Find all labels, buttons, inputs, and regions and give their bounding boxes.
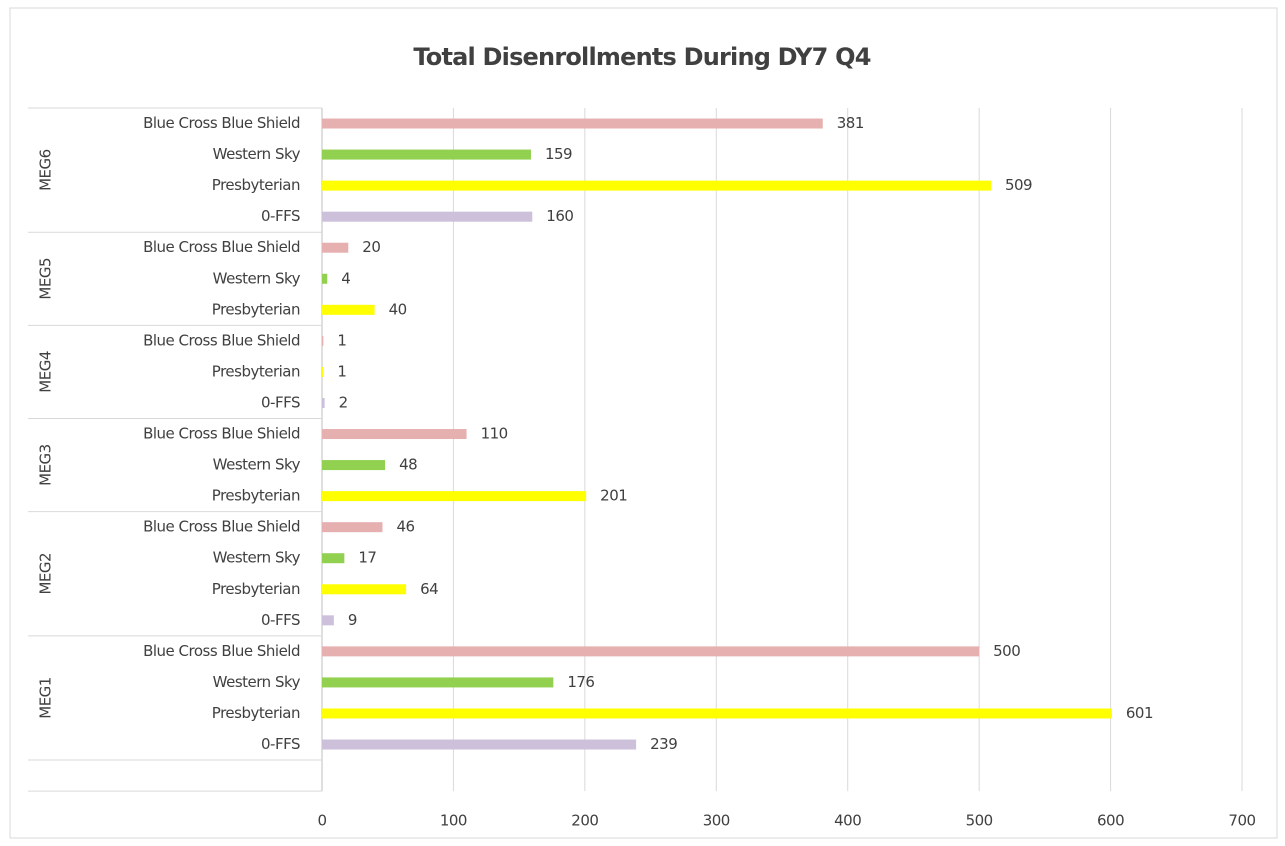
value-label: 2 bbox=[339, 393, 348, 411]
bar bbox=[322, 739, 637, 750]
group-label: MEG6 bbox=[37, 149, 55, 191]
category-label: Presbyterian bbox=[212, 580, 300, 598]
category-label: Blue Cross Blue Shield bbox=[143, 114, 300, 132]
value-label: 176 bbox=[567, 673, 594, 691]
category-label: 0-FFS bbox=[261, 207, 300, 225]
category-label: 0-FFS bbox=[261, 393, 300, 411]
category-label: Blue Cross Blue Shield bbox=[143, 518, 300, 536]
bar bbox=[322, 335, 324, 346]
category-label: Blue Cross Blue Shield bbox=[143, 331, 300, 349]
x-tick-label: 500 bbox=[966, 812, 993, 830]
value-label: 601 bbox=[1126, 704, 1153, 722]
bar bbox=[322, 584, 407, 595]
bar bbox=[322, 149, 531, 160]
group-label: MEG4 bbox=[37, 351, 55, 393]
bar bbox=[322, 615, 334, 626]
category-label: Presbyterian bbox=[212, 704, 300, 722]
x-tick-label: 0 bbox=[317, 812, 326, 830]
category-label: Blue Cross Blue Shield bbox=[143, 425, 300, 443]
bar bbox=[322, 118, 823, 129]
value-label: 40 bbox=[389, 300, 407, 318]
value-label: 509 bbox=[1005, 176, 1032, 194]
category-label: Blue Cross Blue Shield bbox=[143, 642, 300, 660]
value-label: 201 bbox=[600, 487, 627, 505]
value-label: 1 bbox=[337, 362, 346, 380]
chart-border bbox=[9, 7, 1278, 839]
bar bbox=[322, 491, 587, 502]
x-tick-label: 300 bbox=[703, 812, 730, 830]
chart-title: Total Disenrollments During DY7 Q4 bbox=[413, 43, 870, 71]
value-label: 381 bbox=[837, 114, 864, 132]
bar bbox=[322, 677, 554, 688]
category-label: Presbyterian bbox=[212, 176, 300, 194]
category-label: Western Sky bbox=[213, 269, 301, 287]
bar bbox=[322, 708, 1112, 719]
value-label: 46 bbox=[396, 518, 414, 536]
group-label: MEG5 bbox=[37, 258, 55, 300]
category-label: Presbyterian bbox=[212, 487, 300, 505]
value-label: 1 bbox=[337, 331, 346, 349]
bar bbox=[322, 273, 328, 284]
value-label: 17 bbox=[358, 549, 376, 567]
bar bbox=[322, 180, 991, 191]
value-label: 160 bbox=[546, 207, 573, 225]
x-tick-label: 400 bbox=[834, 812, 861, 830]
value-label: 500 bbox=[993, 642, 1020, 660]
value-label: 64 bbox=[420, 580, 438, 598]
category-label: Western Sky bbox=[213, 673, 301, 691]
x-tick-label: 200 bbox=[571, 812, 598, 830]
value-label: 4 bbox=[341, 269, 350, 287]
bar bbox=[322, 397, 325, 408]
x-tick-label: 700 bbox=[1228, 812, 1255, 830]
value-label: 9 bbox=[348, 611, 357, 629]
category-label: Blue Cross Blue Shield bbox=[143, 238, 300, 256]
bar bbox=[322, 646, 980, 657]
value-label: 20 bbox=[362, 238, 380, 256]
group-label: MEG1 bbox=[37, 677, 55, 719]
category-label: Presbyterian bbox=[212, 300, 300, 318]
category-label: Presbyterian bbox=[212, 362, 300, 380]
category-label: 0-FFS bbox=[261, 611, 300, 629]
category-label: Western Sky bbox=[213, 145, 301, 163]
bar bbox=[322, 242, 349, 253]
value-label: 159 bbox=[545, 145, 572, 163]
group-label: MEG2 bbox=[37, 553, 55, 595]
value-label: 239 bbox=[650, 735, 677, 753]
bar bbox=[322, 460, 386, 471]
bar bbox=[322, 429, 467, 440]
bar bbox=[322, 366, 324, 377]
category-label: Western Sky bbox=[213, 549, 301, 567]
bar bbox=[322, 522, 383, 533]
category-label: Western Sky bbox=[213, 456, 301, 474]
bar bbox=[322, 211, 533, 222]
value-label: 110 bbox=[481, 425, 508, 443]
bar bbox=[322, 553, 345, 564]
category-label: 0-FFS bbox=[261, 735, 300, 753]
x-tick-label: 100 bbox=[440, 812, 467, 830]
x-tick-label: 600 bbox=[1097, 812, 1124, 830]
value-label: 48 bbox=[399, 456, 417, 474]
group-label: MEG3 bbox=[37, 444, 55, 486]
bar bbox=[322, 304, 375, 315]
